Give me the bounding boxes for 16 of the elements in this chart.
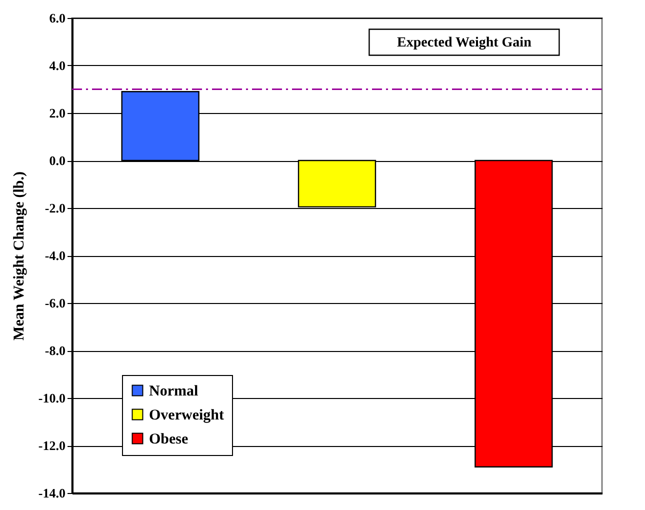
- y-tick-label: 6.0: [49, 10, 66, 26]
- y-tick-label: -10.0: [38, 390, 66, 406]
- y-tick-label: -2.0: [44, 200, 66, 216]
- legend-label: Obese: [149, 432, 189, 448]
- y-tick-label: -6.0: [44, 296, 66, 310]
- y-tick-label: 2.0: [49, 106, 66, 120]
- y-tick-label: 0.0: [49, 153, 66, 168]
- legend-label: Overweight: [149, 408, 224, 424]
- y-axis-title: Mean Weight Change (lb.): [11, 172, 28, 340]
- y-tick-label: -4.0: [44, 248, 66, 263]
- legend-label: Normal: [149, 384, 198, 400]
- y-tick-label: -14.0: [38, 486, 66, 500]
- y-tick-label: -12.0: [38, 438, 66, 453]
- ref-line-label: Expected Weight Gain: [397, 35, 532, 50]
- y-tick-label: -8.0: [44, 343, 66, 358]
- y-tick-label: 4.0: [49, 58, 66, 73]
